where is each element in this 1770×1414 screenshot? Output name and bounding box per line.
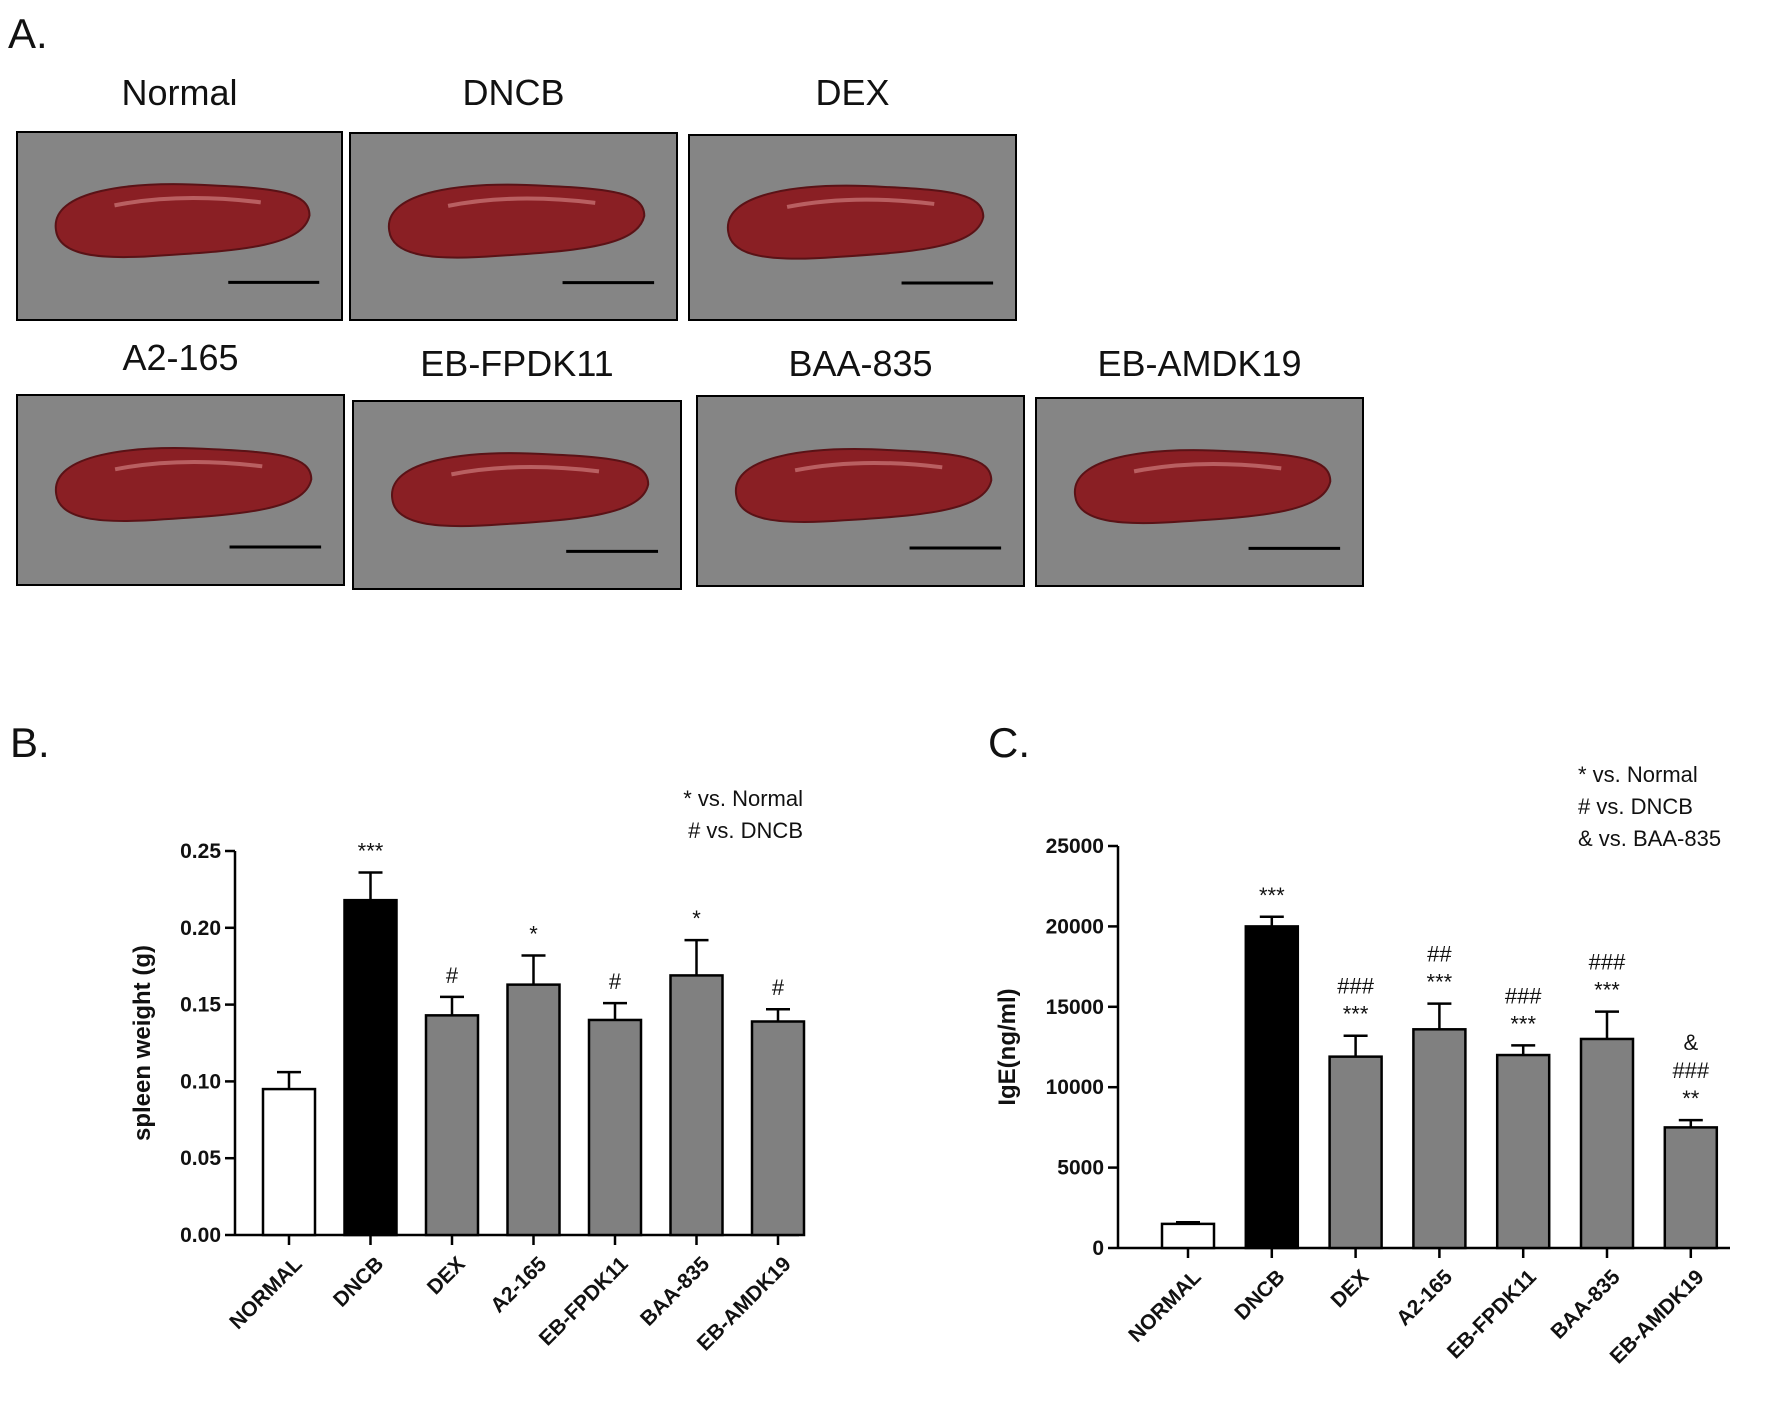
y-tick-label: 25000 <box>1046 835 1104 858</box>
significance-label: ### <box>1505 983 1542 1008</box>
error-bar <box>1343 1034 1368 1057</box>
bar <box>424 1014 480 1237</box>
y-tick-label: 0.10 <box>180 1070 221 1093</box>
photo-title: Normal <box>121 72 237 113</box>
bar <box>506 983 561 1237</box>
y-tick-label: 0.25 <box>180 840 221 863</box>
significance-label: # <box>772 975 785 1000</box>
bar <box>750 1020 806 1237</box>
y-tick-label: 20000 <box>1046 915 1104 938</box>
significance-label: * <box>692 906 701 931</box>
error-bar <box>440 995 464 1016</box>
bar <box>1412 1028 1467 1250</box>
x-tick-label: A2-165 <box>486 1252 551 1317</box>
y-tick-label: 0.15 <box>180 994 221 1017</box>
bar <box>1328 1055 1383 1250</box>
photo-title: DNCB <box>462 72 564 113</box>
significance-label: *** <box>1427 970 1453 995</box>
significance-label: *** <box>358 839 384 864</box>
significance-label: ## <box>1427 942 1452 967</box>
bar <box>1495 1053 1551 1250</box>
y-tick-label: 10000 <box>1046 1076 1104 1099</box>
spleen-shine <box>114 459 263 472</box>
x-tick-label: DNCB <box>1230 1265 1289 1324</box>
significance-label: & <box>1683 1030 1698 1055</box>
spleen-shine <box>451 465 600 477</box>
legend-note: * vs. Normal <box>683 786 803 811</box>
y-axis-label: spleen weight (g) <box>129 945 156 1141</box>
panel-label: A. <box>8 10 48 57</box>
error-bar <box>521 954 546 985</box>
significance-label: # <box>609 969 622 994</box>
bar <box>669 974 724 1237</box>
y-tick-label: 0 <box>1092 1237 1104 1260</box>
bar <box>1579 1037 1635 1250</box>
significance-label: *** <box>1510 1011 1536 1036</box>
error-bar <box>766 1007 790 1022</box>
significance-label: ### <box>1337 974 1374 999</box>
x-tick-label: EB-FPDK11 <box>1443 1265 1541 1363</box>
error-bar <box>603 1001 627 1020</box>
x-tick-label: DNCB <box>329 1252 388 1311</box>
y-tick-label: 0.05 <box>180 1147 221 1170</box>
spleen-shine <box>794 460 943 473</box>
error-bar <box>1259 915 1284 927</box>
spleen-shine <box>1133 462 1282 474</box>
bar <box>261 1087 317 1237</box>
legend-note: & vs. BAA-835 <box>1578 826 1721 851</box>
significance-label: *** <box>1343 1002 1369 1027</box>
significance-label: *** <box>1259 883 1285 908</box>
legend-note: # vs. DNCB <box>1578 794 1693 819</box>
x-tick-label: DEX <box>423 1252 470 1299</box>
bar <box>343 898 398 1237</box>
x-tick-label: NORMAL <box>225 1252 307 1334</box>
photo-title: DEX <box>815 72 889 113</box>
bar <box>1663 1126 1719 1250</box>
photo-title: EB-FPDK11 <box>420 343 613 384</box>
significance-label: * <box>529 921 538 946</box>
significance-label: *** <box>1594 978 1620 1003</box>
x-tick-label: EB-FPDK11 <box>535 1252 633 1350</box>
spleen-shine <box>447 196 596 208</box>
bar <box>1244 925 1300 1250</box>
y-tick-label: 0.20 <box>180 917 221 940</box>
y-tick-label: 0.00 <box>180 1224 221 1247</box>
error-bar <box>277 1070 301 1090</box>
spleen-shine <box>786 197 935 209</box>
error-bar <box>1511 1044 1536 1056</box>
bar <box>1160 1222 1216 1250</box>
significance-label: ### <box>1589 950 1626 975</box>
x-tick-label: BAA-835 <box>636 1252 714 1330</box>
significance-label: # <box>446 963 459 988</box>
error-bar <box>684 938 709 976</box>
legend-note: # vs. DNCB <box>688 818 803 843</box>
spleen-shine <box>114 196 261 208</box>
y-tick-label: 5000 <box>1057 1157 1104 1180</box>
x-tick-label: BAA-835 <box>1547 1265 1625 1343</box>
x-tick-label: DEX <box>1327 1265 1374 1312</box>
y-tick-label: 15000 <box>1046 996 1104 1019</box>
error-bar <box>358 871 383 901</box>
photo-title: A2-165 <box>122 337 238 378</box>
error-bar <box>1595 1010 1619 1039</box>
panel-label: B. <box>10 719 50 766</box>
error-bar <box>1427 1002 1452 1030</box>
panel-label: C. <box>988 719 1030 766</box>
significance-label: ### <box>1672 1058 1709 1083</box>
significance-label: ** <box>1682 1086 1700 1111</box>
photo-title: BAA-835 <box>788 343 932 384</box>
x-tick-label: A2-165 <box>1392 1265 1457 1330</box>
bar <box>587 1018 643 1237</box>
y-axis-label: IgE(ng/ml) <box>994 988 1021 1105</box>
x-tick-label: NORMAL <box>1124 1265 1206 1347</box>
legend-note: * vs. Normal <box>1578 762 1698 787</box>
photo-title: EB-AMDK19 <box>1097 343 1301 384</box>
